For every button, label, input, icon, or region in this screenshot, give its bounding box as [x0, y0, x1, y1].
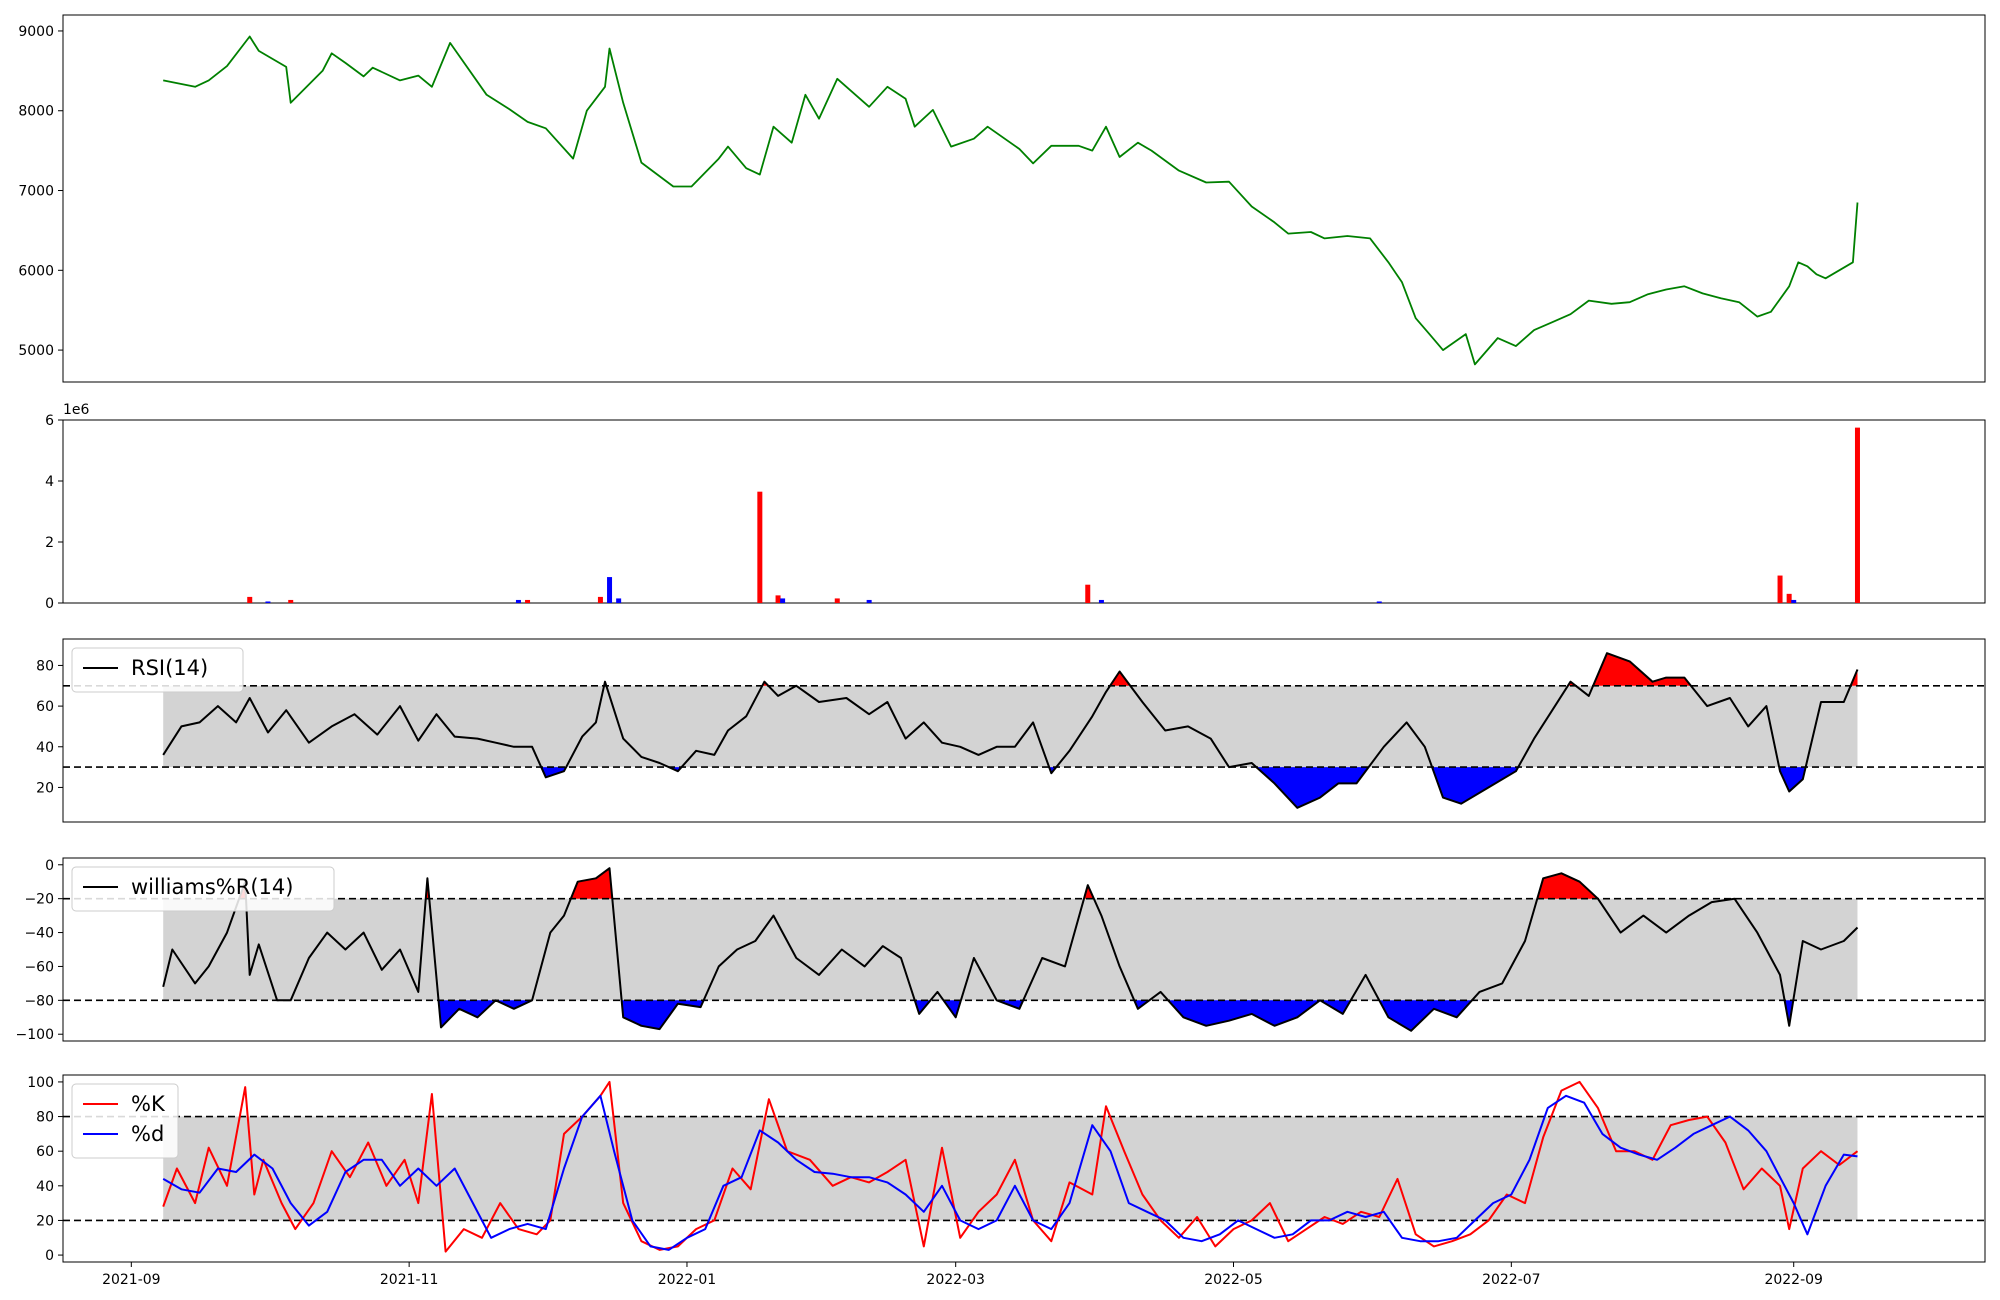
stochastic-k-line	[162, 1080, 1859, 1253]
stochastic-ytick-label: 40	[36, 1179, 54, 1195]
x-tick-label: 2021-11	[380, 1272, 439, 1288]
stochastic-legend-label: %K	[131, 1092, 166, 1116]
williams-ytick-label: 0	[45, 858, 54, 874]
volume-bar	[247, 596, 253, 603]
rsi-panel-frame	[62, 638, 1986, 823]
x-tick-label: 2022-03	[926, 1272, 985, 1288]
stochastic-ytick-label: 100	[27, 1075, 54, 1091]
rsi-legend	[71, 647, 244, 693]
volume-bar	[757, 491, 763, 603]
williams-line	[162, 867, 1859, 1032]
williams-ytick-label: −80	[24, 993, 54, 1009]
williams-panel-frame	[62, 857, 1986, 1042]
volume-bar	[1854, 427, 1860, 603]
stochastic-legend-label: %d	[131, 1122, 164, 1146]
williams-ytick-label: −60	[24, 959, 54, 975]
volume-bar	[834, 598, 840, 603]
volume-bar	[775, 595, 781, 603]
williams-legend-label: williams%R(14)	[131, 875, 293, 899]
price-line	[163, 35, 1859, 366]
price-ytick-label: 9000	[18, 24, 54, 40]
williams-oversold-fill	[1784, 1000, 1794, 1026]
volume-bar	[1376, 601, 1382, 603]
price-ytick-label: 7000	[18, 184, 54, 200]
volume-ytick-label: 2	[45, 535, 54, 551]
volume-bar	[1791, 599, 1797, 603]
rsi-ytick-label: 40	[36, 740, 54, 756]
volume-bar	[607, 577, 613, 603]
stochastic-panel-frame	[62, 1074, 1986, 1263]
x-tick-label: 2022-07	[1482, 1272, 1541, 1288]
stochastic-ytick-label: 20	[36, 1213, 54, 1229]
price-panel-frame	[62, 14, 1986, 383]
williams-overbought-fill	[570, 868, 613, 899]
volume-ytick-label: 0	[45, 596, 54, 612]
stochastic-ytick-label: 60	[36, 1144, 54, 1160]
x-tick-label: 2021-09	[102, 1272, 161, 1288]
rsi-oversold-fill	[1779, 767, 1806, 792]
volume-bar	[866, 599, 872, 603]
volume-ytick-label: 4	[45, 474, 54, 490]
x-tick-label: 2022-09	[1764, 1272, 1823, 1288]
x-tick-label: 2022-01	[658, 1272, 717, 1288]
williams-oversold-fill	[438, 1000, 496, 1028]
volume-bar	[1098, 599, 1104, 603]
rsi-legend-label: RSI(14)	[131, 656, 208, 680]
rsi-overbought-fill	[1110, 671, 1131, 686]
williams-ytick-label: −40	[24, 926, 54, 942]
volume-scale-label: 1e6	[63, 402, 90, 418]
volume-bar	[1786, 593, 1792, 603]
volume-bar	[288, 599, 294, 603]
price-ytick-label: 6000	[18, 263, 54, 279]
rsi-ytick-label: 60	[36, 699, 54, 715]
x-tick-label: 2022-05	[1204, 1272, 1263, 1288]
williams-oversold-fill	[621, 1000, 704, 1030]
volume-bar	[265, 601, 271, 603]
rsi-oversold-fill	[1256, 767, 1369, 808]
rsi-line	[162, 652, 1859, 809]
williams-oversold-fill	[1320, 1000, 1351, 1014]
williams-overbought-fill	[1537, 873, 1598, 899]
price-ytick-label: 8000	[18, 104, 54, 120]
rsi-oversold-fill	[541, 767, 567, 778]
rsi-overbought-fill	[1593, 653, 1691, 686]
volume-bar	[780, 598, 786, 603]
volume-panel-frame	[62, 419, 1986, 604]
volume-bar	[616, 598, 622, 603]
rsi-oversold-fill	[1432, 767, 1519, 804]
volume-bar	[1085, 584, 1091, 603]
williams-oversold-fill	[1168, 1000, 1320, 1026]
rsi-ytick-label: 80	[36, 658, 54, 674]
volume-bar	[1777, 575, 1783, 603]
volume-bar	[525, 599, 531, 603]
stochastic-ytick-label: 80	[36, 1110, 54, 1126]
stochastic-d-line	[162, 1094, 1858, 1251]
stochastic-ytick-label: 0	[45, 1248, 54, 1264]
williams-neutral-band	[163, 898, 1858, 1001]
volume-bar	[515, 599, 521, 603]
price-ytick-label: 5000	[18, 343, 54, 359]
williams-oversold-fill	[495, 1000, 533, 1009]
williams-ytick-label: −100	[16, 1027, 54, 1043]
williams-legend	[71, 866, 335, 912]
volume-bar	[597, 596, 603, 603]
rsi-neutral-band	[163, 685, 1858, 768]
stochastic-legend	[71, 1083, 179, 1159]
rsi-ytick-label: 20	[36, 780, 54, 796]
volume-ytick-label: 6	[45, 413, 54, 429]
williams-ytick-label: −20	[24, 892, 54, 908]
